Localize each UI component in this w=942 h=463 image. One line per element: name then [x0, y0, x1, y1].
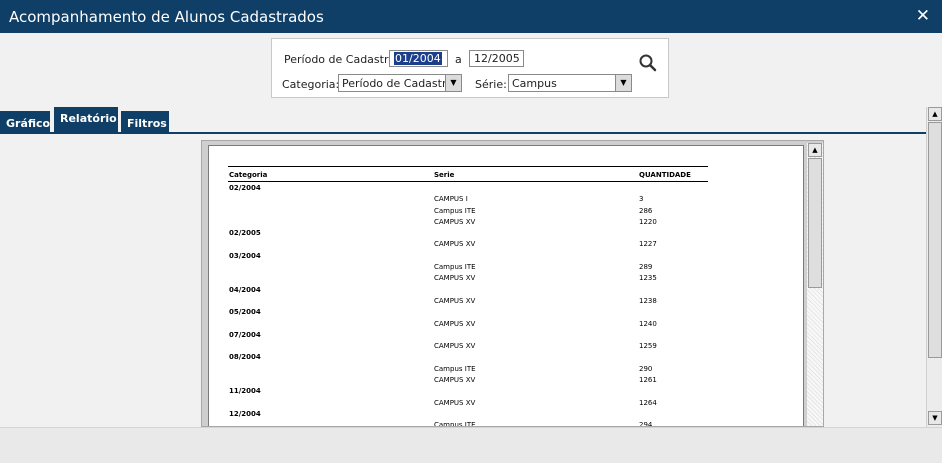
serie-cell: CAMPUS XV [434, 240, 476, 249]
table-row: CAMPUS XV 1235 [228, 272, 708, 283]
report-scrollbar[interactable]: ▲ [807, 143, 823, 426]
serie-cell: CAMPUS XV [434, 342, 476, 351]
report-category-row: 02/2005 [228, 227, 708, 238]
quantidade-cell: 1259 [639, 342, 657, 351]
date-separator: a [455, 53, 462, 66]
table-row: CAMPUS I 3 [228, 193, 708, 204]
report-category-row: 08/2004 [228, 351, 708, 362]
date-to-input[interactable]: 12/2005 [469, 50, 524, 67]
tab-bar: Gráfico Relatório Filtros [0, 107, 942, 133]
category-cell: 02/2005 [229, 229, 261, 238]
table-row: CAMPUS XV 1220 [228, 216, 708, 227]
quantidade-cell: 289 [639, 263, 653, 272]
category-cell: 03/2004 [229, 251, 261, 260]
header-serie: Serie [434, 171, 455, 179]
quantidade-cell: 1227 [639, 240, 657, 249]
serie-cell: Campus ITE [434, 263, 476, 272]
table-row: CAMPUS XV 1227 [228, 238, 708, 249]
category-cell: 11/2004 [229, 387, 261, 396]
table-row: CAMPUS XV 1240 [228, 318, 708, 329]
categoria-select[interactable]: Período de Cadastro ▼ [338, 74, 462, 92]
window-title: Acompanhamento de Alunos Cadastrados [9, 8, 324, 26]
page-scrollbar[interactable]: ▲ ▼ [926, 107, 942, 427]
category-cell: 12/2004 [229, 409, 261, 418]
report-category-row: 11/2004 [228, 385, 708, 396]
serie-cell: Campus ITE [434, 364, 476, 373]
report-category-row: 12/2004 [228, 408, 708, 419]
quantidade-cell: 290 [639, 364, 653, 373]
serie-cell: CAMPUS XV [434, 274, 476, 283]
quantidade-cell: 3 [639, 195, 644, 204]
search-icon[interactable] [638, 53, 658, 73]
report-category-row: 05/2004 [228, 306, 708, 317]
chevron-down-icon[interactable]: ▼ [445, 75, 461, 91]
quantidade-cell: 1238 [639, 296, 657, 305]
serie-cell: CAMPUS XV [434, 296, 476, 305]
category-cell: 05/2004 [229, 308, 261, 317]
report-category-row: 04/2004 [228, 284, 708, 295]
chevron-down-icon[interactable]: ▼ [615, 75, 631, 91]
report-table: Categoria Serie QUANTIDADE 02/2004 CAMPUS… [228, 166, 708, 427]
periodo-label: Período de Cadastro [284, 53, 395, 66]
category-cell: 02/2004 [229, 184, 261, 192]
report-viewer: Categoria Serie QUANTIDADE 02/2004 CAMPUS… [201, 140, 824, 427]
serie-cell: CAMPUS XV [434, 217, 476, 226]
scrollbar-thumb[interactable] [928, 122, 942, 358]
serie-cell: CAMPUS I [434, 195, 468, 204]
serie-cell: CAMPUS XV [434, 376, 476, 385]
date-from-input[interactable]: 01/2004 [389, 50, 448, 67]
serie-cell: CAMPUS XV [434, 398, 476, 407]
report-page: Categoria Serie QUANTIDADE 02/2004 CAMPUS… [208, 145, 804, 427]
table-row: Campus ITE 290 [228, 363, 708, 374]
report-category-row: 07/2004 [228, 329, 708, 340]
tab-underline [0, 132, 926, 134]
header-categoria: Categoria [229, 171, 268, 179]
tab-grafico[interactable]: Gráfico [0, 111, 50, 133]
quantidade-cell: 294 [639, 421, 653, 427]
serie-cell: Campus ITE [434, 206, 476, 215]
report-scrollbar-thumb[interactable] [808, 158, 822, 288]
scroll-up-icon[interactable]: ▲ [928, 107, 942, 121]
table-row: CAMPUS XV 1261 [228, 374, 708, 385]
category-cell: 07/2004 [229, 330, 261, 339]
filter-panel: Período de Cadastro 01/2004 a 12/2005 Ca… [271, 38, 669, 98]
footer-bar [0, 427, 942, 463]
table-row: Campus ITE 294 [228, 419, 708, 427]
scroll-down-icon[interactable]: ▼ [928, 411, 942, 425]
table-row: Campus ITE 286 [228, 205, 708, 216]
title-bar: Acompanhamento de Alunos Cadastrados ✕ [0, 0, 942, 33]
table-row: CAMPUS XV 1238 [228, 295, 708, 306]
serie-cell: CAMPUS XV [434, 319, 476, 328]
table-row: Campus ITE 289 [228, 261, 708, 272]
quantidade-cell: 286 [639, 206, 653, 215]
header-quantidade: QUANTIDADE [639, 171, 691, 179]
serie-select[interactable]: Campus ▼ [508, 74, 632, 92]
quantidade-cell: 1264 [639, 398, 657, 407]
quantidade-cell: 1261 [639, 376, 657, 385]
report-category-row: 02/2004 [228, 182, 708, 193]
tab-filtros[interactable]: Filtros [121, 111, 169, 133]
scroll-up-icon[interactable]: ▲ [808, 143, 822, 157]
serie-cell: Campus ITE [434, 421, 476, 427]
serie-label: Série: [475, 78, 507, 91]
table-row: CAMPUS XV 1259 [228, 340, 708, 351]
category-cell: 08/2004 [229, 353, 261, 362]
report-category-row: 03/2004 [228, 250, 708, 261]
quantidade-cell: 1220 [639, 217, 657, 226]
report-header: Categoria Serie QUANTIDADE [228, 166, 708, 182]
tab-relatorio[interactable]: Relatório [54, 107, 118, 133]
quantidade-cell: 1235 [639, 274, 657, 283]
quantidade-cell: 1240 [639, 319, 657, 328]
table-row: CAMPUS XV 1264 [228, 397, 708, 408]
category-cell: 04/2004 [229, 285, 261, 294]
close-icon[interactable]: ✕ [915, 6, 930, 26]
categoria-label: Categoria: [282, 78, 340, 91]
